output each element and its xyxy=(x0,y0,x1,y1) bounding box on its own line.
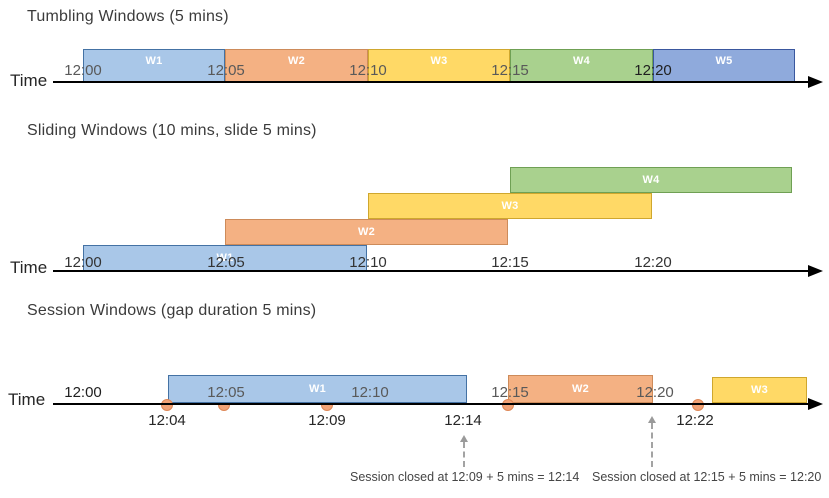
sliding-axis-label: Time xyxy=(10,258,48,277)
window-label: W1 xyxy=(308,383,327,395)
sliding-tick-1220: 12:20 xyxy=(634,254,672,271)
tumbling-tick-1200: 12:00 xyxy=(64,62,102,79)
annotation-arrow-line xyxy=(651,423,653,467)
sliding-tick-1205: 12:05 xyxy=(207,254,245,271)
window-label: W4 xyxy=(572,55,591,67)
window-label: W3 xyxy=(501,200,519,212)
event-label-1222: 12:22 xyxy=(676,412,714,429)
event-dot-1215 xyxy=(502,399,514,411)
session-close-annotation-2: Session closed at 12:15 + 5 mins = 12:20 xyxy=(592,470,822,484)
tumbling-axis-label: Time xyxy=(10,71,48,90)
tumbling-timeline xyxy=(53,81,810,83)
sliding-window-w4: W4 xyxy=(510,167,792,193)
session-window-w3: W3 xyxy=(712,377,807,403)
tumbling-title: Tumbling Windows (5 mins) xyxy=(27,8,229,25)
session-timeline xyxy=(53,403,810,405)
sliding-window-w1: W1 xyxy=(83,245,367,271)
tumbling-tick-1210: 12:10 xyxy=(349,62,387,79)
session-window-w1: W1 xyxy=(168,375,467,403)
tumbling-tick-1205: 12:05 xyxy=(207,62,245,79)
session-tick-1220: 12:20 xyxy=(636,384,674,401)
event-label-1214: 12:14 xyxy=(444,412,482,429)
session-close-annotation-1: Session closed at 12:09 + 5 mins = 12:14 xyxy=(350,470,580,484)
window-label: W3 xyxy=(430,55,448,67)
window-label: W2 xyxy=(357,226,376,238)
session-timeline-arrow-icon xyxy=(808,398,823,410)
tumbling-window-w2: W2 xyxy=(225,49,368,82)
tumbling-window-w3: W3 xyxy=(368,49,510,82)
session-tick-1210: 12:10 xyxy=(351,384,389,401)
event-dot-1204 xyxy=(161,399,173,411)
tumbling-window-w1: W1 xyxy=(83,49,225,82)
window-label: W2 xyxy=(571,383,590,395)
session-axis-label: Time xyxy=(8,390,46,409)
session-tick-1215: 12:15 xyxy=(491,384,529,401)
sliding-title: Sliding Windows (10 mins, slide 5 mins) xyxy=(27,122,317,139)
annotation-arrow-line xyxy=(463,442,465,467)
window-label: W3 xyxy=(750,384,769,396)
window-label: W5 xyxy=(715,55,733,67)
event-label-1204: 12:04 xyxy=(148,412,186,429)
window-label: W1 xyxy=(145,55,163,67)
tumbling-window-w4: W4 xyxy=(510,49,653,82)
tumbling-timeline-arrow-icon xyxy=(808,76,823,88)
tumbling-tick-1220: 12:20 xyxy=(634,62,672,79)
session-window-w2: W2 xyxy=(508,375,653,403)
event-dot-1222 xyxy=(692,399,704,411)
session-tick-1205: 12:05 xyxy=(207,384,245,401)
session-tick-1200: 12:00 xyxy=(64,384,102,401)
window-label: W2 xyxy=(287,55,306,67)
annotation-arrow-up-icon xyxy=(648,416,656,423)
session-title: Session Windows (gap duration 5 mins) xyxy=(27,302,317,319)
sliding-timeline-arrow-icon xyxy=(808,265,823,277)
event-label-1209: 12:09 xyxy=(308,412,346,429)
sliding-tick-1210: 12:10 xyxy=(349,254,387,271)
sliding-tick-1215: 12:15 xyxy=(491,254,529,271)
tumbling-tick-1215: 12:15 xyxy=(491,62,529,79)
sliding-window-w3: W3 xyxy=(368,193,652,219)
window-label: W1 xyxy=(216,252,234,264)
window-label: W4 xyxy=(642,174,660,186)
sliding-tick-1200: 12:00 xyxy=(64,254,102,271)
annotation-arrow-up-icon xyxy=(460,435,468,442)
sliding-window-w2: W2 xyxy=(225,219,508,245)
tumbling-window-w5: W5 xyxy=(653,49,795,82)
sliding-timeline xyxy=(53,270,810,272)
